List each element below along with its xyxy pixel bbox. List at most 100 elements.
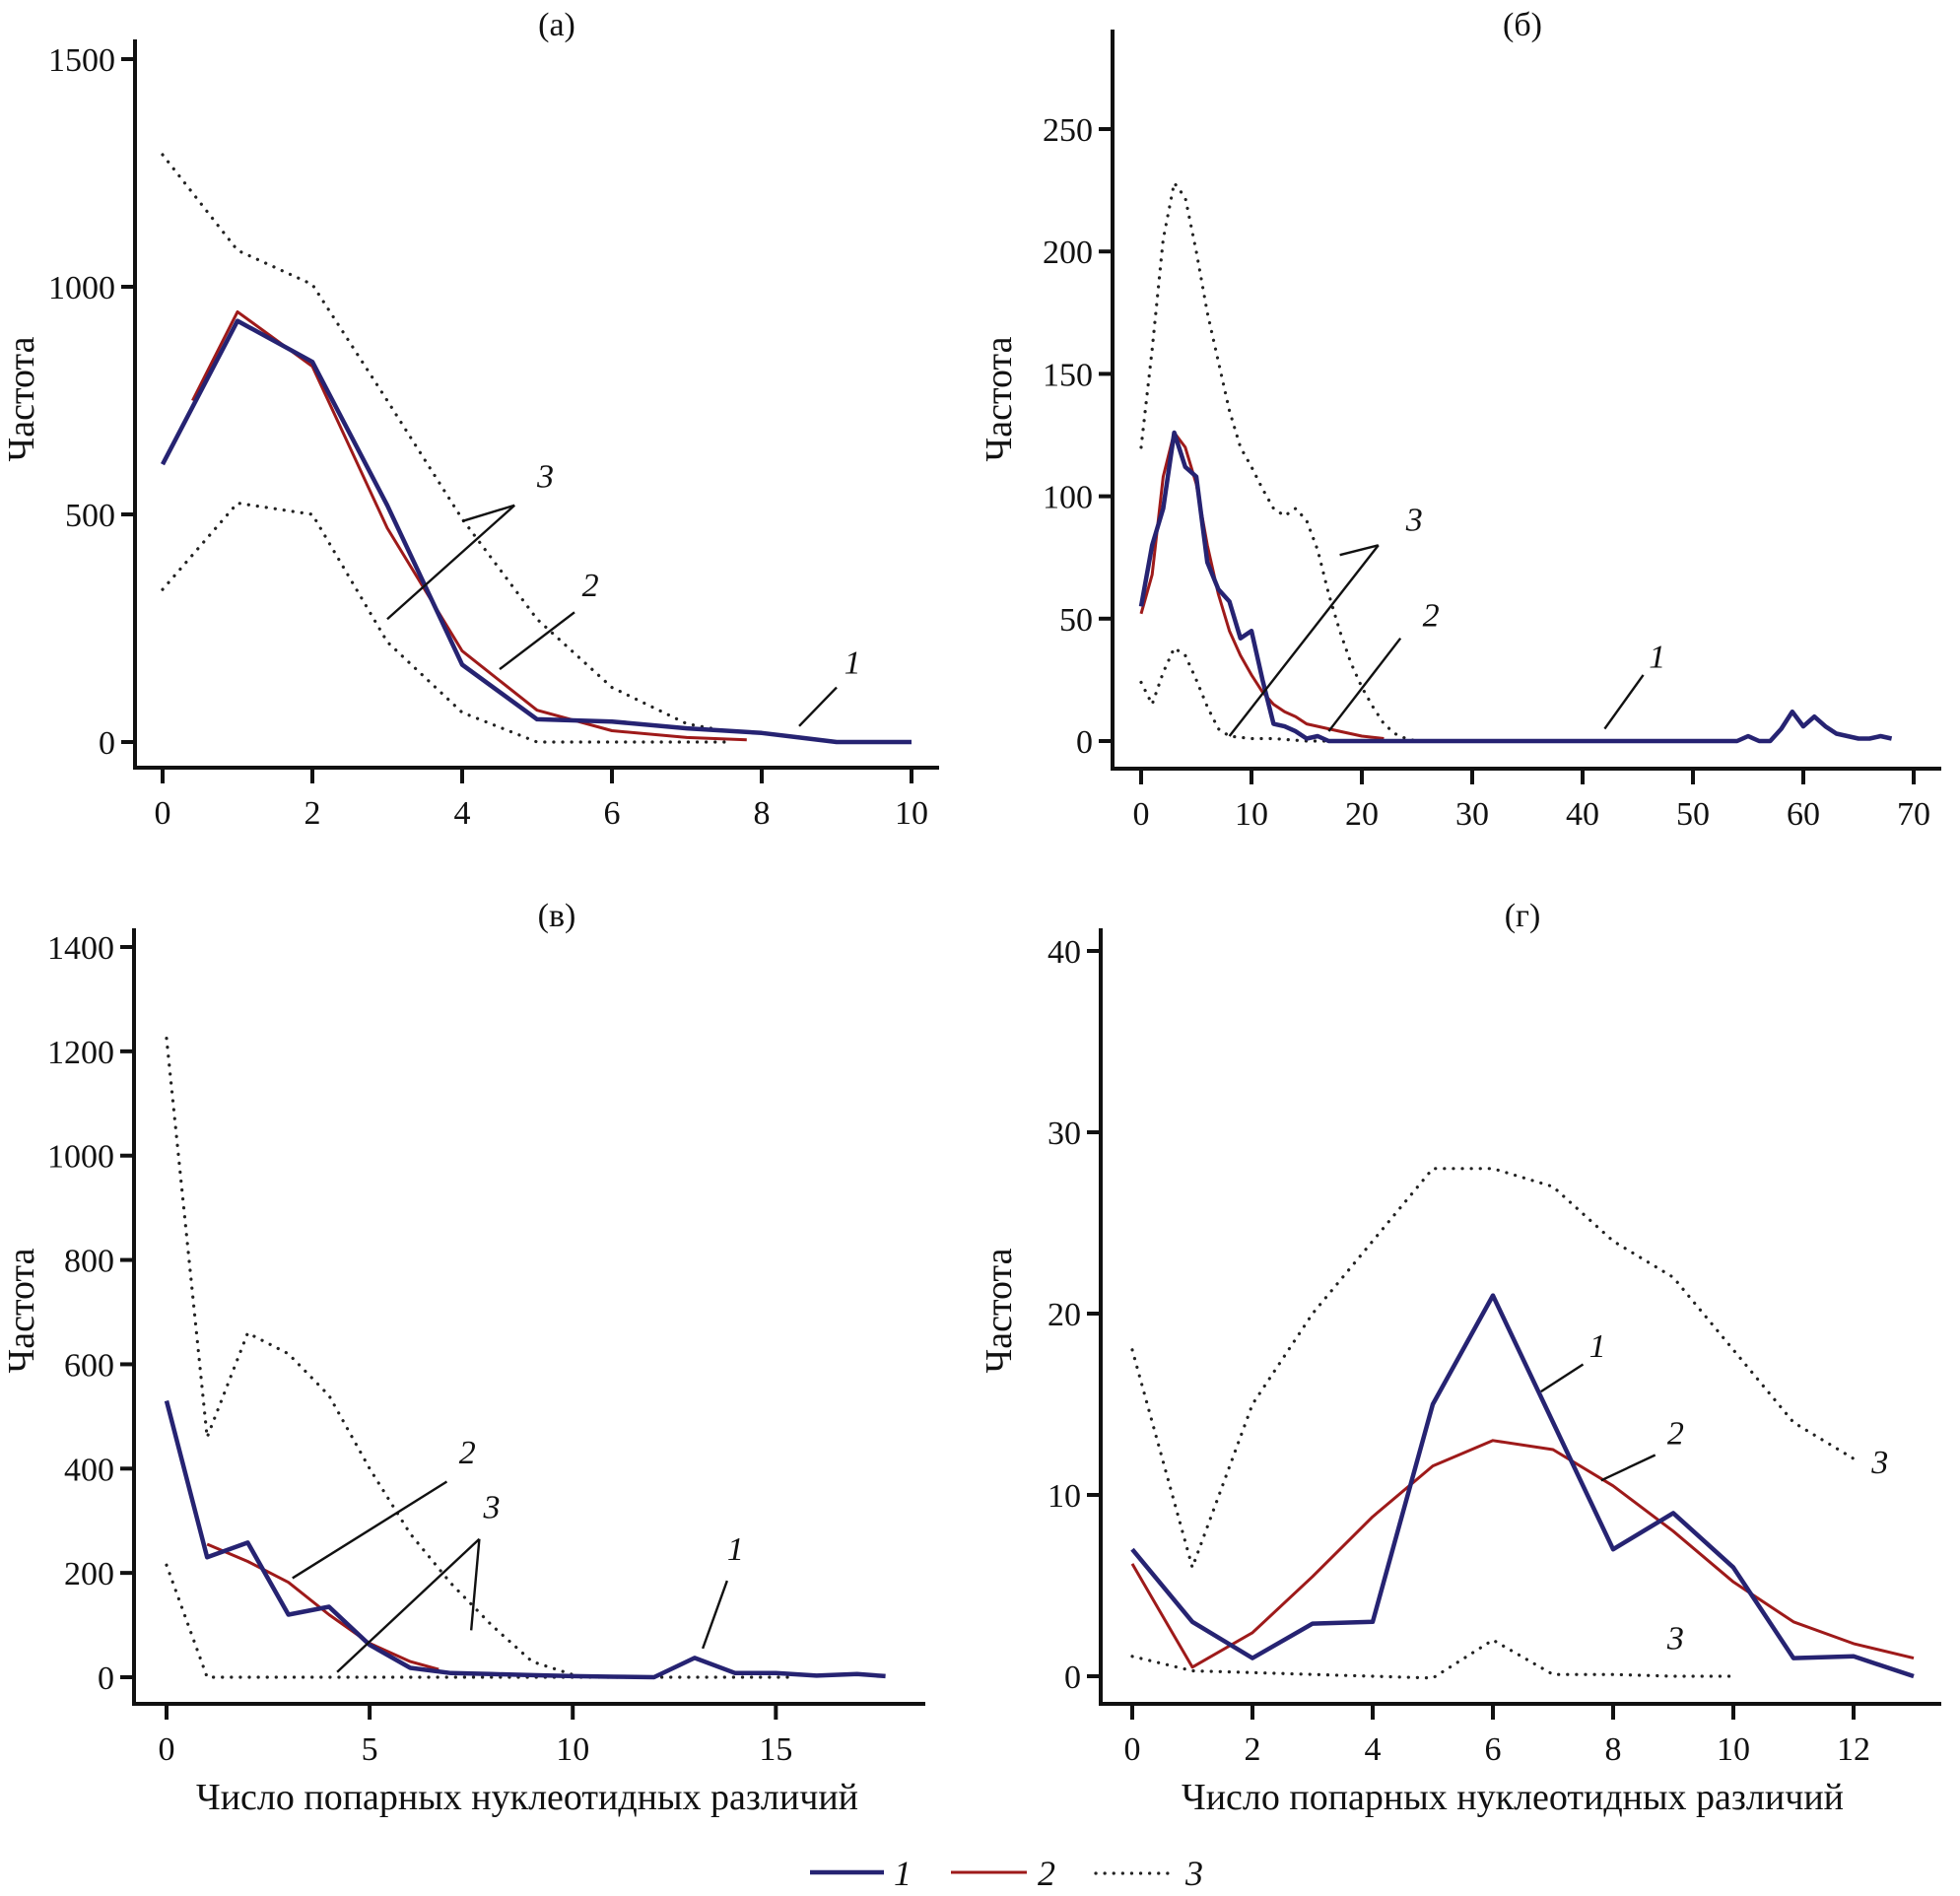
annotation-leader bbox=[386, 504, 515, 621]
series-3-dotted-lower bbox=[1130, 1638, 1735, 1680]
x-tick-label: 8 bbox=[1605, 1731, 1622, 1768]
x-tick-label: 10 bbox=[1717, 1731, 1750, 1768]
x-tick-label: 50 bbox=[1676, 796, 1710, 833]
annotation-label-1: 1 bbox=[1589, 1328, 1606, 1365]
annotation-label-1: 1 bbox=[727, 1531, 744, 1568]
y-tick-label: 200 bbox=[1043, 235, 1093, 271]
annotation-leader bbox=[336, 1537, 481, 1673]
series-3-dotted-lower bbox=[1139, 645, 1331, 743]
annotation-leader bbox=[499, 611, 575, 671]
annotation-leader bbox=[798, 686, 838, 727]
x-tick-label: 0 bbox=[1133, 796, 1150, 833]
x-tick-label: 0 bbox=[159, 1731, 175, 1768]
y-tick-label: 50 bbox=[1059, 602, 1093, 639]
series-1-solid-blue bbox=[1138, 430, 1893, 744]
x-tick-label: 10 bbox=[556, 1731, 589, 1768]
annotation-label-1: 1 bbox=[845, 645, 861, 682]
annotation-leader bbox=[702, 1580, 728, 1650]
legend-label-1: 1 bbox=[894, 1854, 912, 1893]
annotation-label-2: 2 bbox=[459, 1435, 476, 1471]
annotation-leader bbox=[1228, 544, 1380, 737]
panel-title: (б) bbox=[1503, 7, 1542, 43]
panel-1: (a) 0 500 1000 1500 0 2 4 6 8 10 Частота 3 2 1 bbox=[1, 7, 939, 832]
annotation-label-3: 3 bbox=[483, 1490, 501, 1526]
y-tick-label: 400 bbox=[64, 1452, 114, 1488]
y-tick-label: 0 bbox=[1064, 1659, 1081, 1696]
series-2-solid-red bbox=[1130, 1439, 1915, 1669]
annotation-leader bbox=[1327, 637, 1402, 732]
x-tick-label: 10 bbox=[1235, 796, 1268, 833]
x-tick-label: 60 bbox=[1787, 796, 1820, 833]
series-1-solid-blue bbox=[164, 1399, 886, 1680]
y-tick-label: 0 bbox=[1076, 724, 1093, 761]
y-tick-label: 0 bbox=[99, 725, 115, 762]
x-tick-label: 6 bbox=[1485, 1731, 1502, 1768]
x-tick-label: 4 bbox=[454, 795, 471, 832]
annotation-label-2: 2 bbox=[1423, 597, 1440, 634]
y-tick-label: 500 bbox=[65, 498, 115, 534]
y-tick-label: 10 bbox=[1048, 1478, 1081, 1515]
series-3-dotted-upper bbox=[165, 1036, 574, 1677]
annotation-leader bbox=[469, 1538, 481, 1631]
series-2-solid-red bbox=[206, 1542, 439, 1671]
x-tick-label: 5 bbox=[362, 1731, 378, 1768]
x-tick-label: 0 bbox=[155, 795, 171, 832]
annotation-label-3: 3 bbox=[1666, 1620, 1684, 1657]
x-tick-label: 12 bbox=[1837, 1731, 1870, 1768]
y-tick-label: 250 bbox=[1043, 112, 1093, 149]
series-3-dotted-lower bbox=[161, 501, 726, 744]
y-tick-label: 200 bbox=[64, 1556, 114, 1592]
series-3-dotted-upper bbox=[1130, 1167, 1856, 1573]
series-1-solid-blue bbox=[1130, 1293, 1915, 1679]
x-axis-label: Число попарных нуклеотидных различий bbox=[1182, 1777, 1844, 1818]
annotation-label-3: 3 bbox=[1405, 502, 1423, 538]
legend-label-2: 2 bbox=[1038, 1854, 1055, 1893]
y-tick-label: 600 bbox=[64, 1347, 114, 1384]
annotation-label-1: 1 bbox=[1649, 639, 1665, 675]
y-axis-label: Частота bbox=[1, 1248, 42, 1373]
x-tick-label: 0 bbox=[1124, 1731, 1141, 1768]
annotation-leader bbox=[461, 504, 515, 523]
x-tick-label: 2 bbox=[304, 795, 321, 832]
y-tick-label: 800 bbox=[64, 1244, 114, 1280]
x-tick-label: 4 bbox=[1365, 1731, 1382, 1768]
annotation-leader bbox=[1603, 674, 1645, 730]
x-tick-label: 2 bbox=[1245, 1731, 1261, 1768]
annotation-label-3: 3 bbox=[1870, 1445, 1888, 1481]
annotation-leader bbox=[1339, 544, 1380, 557]
panel-title: (в) bbox=[538, 898, 576, 934]
series-2-solid-red bbox=[191, 309, 747, 742]
x-tick-label: 30 bbox=[1455, 796, 1489, 833]
panel-3: (в) 0 200 400 600 800 1000 1200 1400 0 5 10 15 Частот… bbox=[1, 898, 925, 1818]
legend-label-3: 3 bbox=[1184, 1854, 1203, 1893]
y-axis-label: Частота bbox=[1, 336, 42, 461]
annotation-label-3: 3 bbox=[536, 458, 554, 495]
y-tick-label: 1000 bbox=[47, 1139, 114, 1176]
annotation-leader bbox=[292, 1480, 448, 1580]
x-tick-label: 8 bbox=[754, 795, 771, 832]
y-tick-label: 1000 bbox=[48, 270, 115, 306]
legend: 1 2 3 bbox=[810, 1854, 1203, 1893]
x-tick-label: 70 bbox=[1897, 796, 1930, 833]
x-axis-label: Число попарных нуклеотидных различий bbox=[196, 1777, 858, 1818]
x-tick-label: 15 bbox=[759, 1731, 792, 1768]
annotation-leader bbox=[1600, 1454, 1656, 1482]
y-tick-label: 1200 bbox=[47, 1035, 114, 1071]
y-tick-label: 1400 bbox=[47, 930, 114, 967]
panel-title: (a) bbox=[538, 7, 575, 43]
x-tick-label: 40 bbox=[1566, 796, 1599, 833]
annotation-label-2: 2 bbox=[582, 568, 599, 604]
series-3-dotted-lower bbox=[165, 1563, 798, 1679]
series-1-solid-blue bbox=[161, 318, 912, 745]
y-tick-label: 100 bbox=[1043, 480, 1093, 516]
x-tick-label: 10 bbox=[895, 795, 928, 832]
x-tick-label: 6 bbox=[604, 795, 621, 832]
y-tick-label: 150 bbox=[1043, 357, 1093, 393]
annotation-label-2: 2 bbox=[1667, 1415, 1684, 1452]
x-tick-label: 20 bbox=[1345, 796, 1379, 833]
y-axis-label: Частота bbox=[979, 1248, 1020, 1373]
annotation-leader bbox=[1540, 1363, 1585, 1393]
y-tick-label: 30 bbox=[1048, 1116, 1081, 1152]
